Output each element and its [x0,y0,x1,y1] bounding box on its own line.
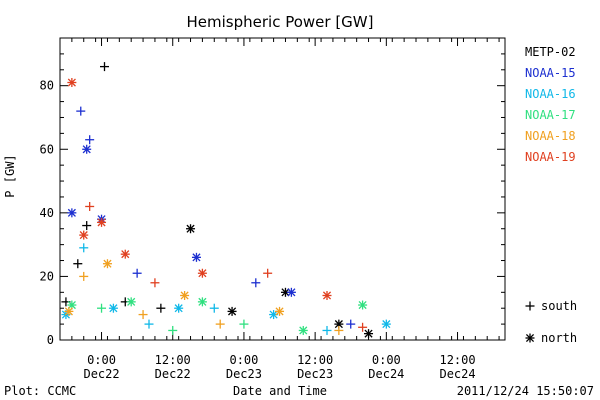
data-point-north [120,249,130,259]
legend-entry: METP-02 [525,45,576,59]
x-tick-date: Dec22 [155,367,191,381]
data-point-north [126,297,136,307]
legend-marker-south [525,301,535,311]
data-points [61,62,391,339]
x-tick-label: 12:00 [297,353,333,367]
plot-frame [59,37,506,341]
data-point-south [263,268,273,278]
data-point-north [280,287,290,297]
data-point-north [180,290,190,300]
data-point-north [67,78,77,88]
data-point-north [102,259,112,269]
footer-timestamp: 2011/12/24 15:50:07 [457,384,594,398]
data-point-south [209,303,219,313]
legend-marker-north [525,333,535,343]
y-tick-label: 60 [40,142,54,156]
data-point-south [346,319,356,329]
x-tick-label: 0:00 [87,353,116,367]
axes: 0204060800:00Dec2212:00Dec220:00Dec2312:… [40,37,505,381]
data-point-north [358,300,368,310]
data-point-south [251,278,261,288]
data-point-north [67,208,77,218]
data-point-north [275,306,285,316]
legend-marker-label: north [541,331,577,345]
data-point-south [76,106,86,116]
x-tick-date: Dec24 [439,367,475,381]
data-point-north [186,224,196,234]
y-tick-label: 0 [47,333,54,347]
data-point-south [100,62,109,72]
data-point-south [79,243,89,253]
y-axis-label: P [GW] [3,154,17,197]
data-point-north [381,319,391,329]
data-point-south [97,303,107,313]
data-point-south [82,221,92,231]
x-tick-label: 0:00 [372,353,401,367]
data-point-south [358,322,368,332]
legend-marker-label: south [541,299,577,313]
data-point-north [227,306,237,316]
data-point-south [85,135,95,145]
data-point-north [79,230,89,240]
x-tick-label: 12:00 [155,353,191,367]
x-tick-date: Dec24 [368,367,404,381]
data-point-north [174,303,184,313]
y-tick-label: 20 [40,269,54,283]
data-point-south [322,325,332,335]
data-point-north [82,144,92,154]
data-point-north [64,306,74,316]
data-point-south [144,319,154,329]
data-point-north [364,329,374,339]
data-point-north [286,287,296,297]
data-point-south [79,271,89,281]
data-point-north [108,303,118,313]
data-point-south [215,319,225,329]
data-point-north [191,252,201,262]
data-point-south [132,268,142,278]
legend-entry: NOAA-19 [525,150,576,164]
legend-entry: NOAA-18 [525,129,576,143]
data-point-south [138,310,148,320]
legend: METP-02 NOAA-15 NOAA-16 NOAA-17 NOAA-18 NOAA-… [525,45,577,345]
legend-entry: NOAA-16 [525,87,576,101]
legend-entry: NOAA-17 [525,108,576,122]
legend-entry: NOAA-15 [525,66,576,80]
footer-plot-credit: Plot: CCMC [4,384,76,398]
data-point-south [156,303,166,313]
data-point-south [85,201,95,211]
y-tick-label: 80 [40,79,54,93]
data-point-north [322,290,332,300]
x-axis-label: Date and Time [233,384,327,398]
x-tick-label: 12:00 [439,353,475,367]
data-point-south [334,325,344,335]
data-point-south [168,325,178,335]
data-point-south [73,259,83,269]
data-point-north [197,268,207,278]
x-tick-label: 0:00 [229,353,258,367]
data-point-north [97,217,107,227]
x-tick-date: Dec23 [226,367,262,381]
y-tick-label: 40 [40,206,54,220]
data-point-south [239,319,249,329]
data-point-north [197,297,207,307]
chart-title: Hemispheric Power [GW] [187,13,374,31]
x-tick-date: Dec23 [297,367,333,381]
data-point-north [298,325,308,335]
data-point-south [150,278,160,288]
x-tick-date: Dec22 [83,367,119,381]
